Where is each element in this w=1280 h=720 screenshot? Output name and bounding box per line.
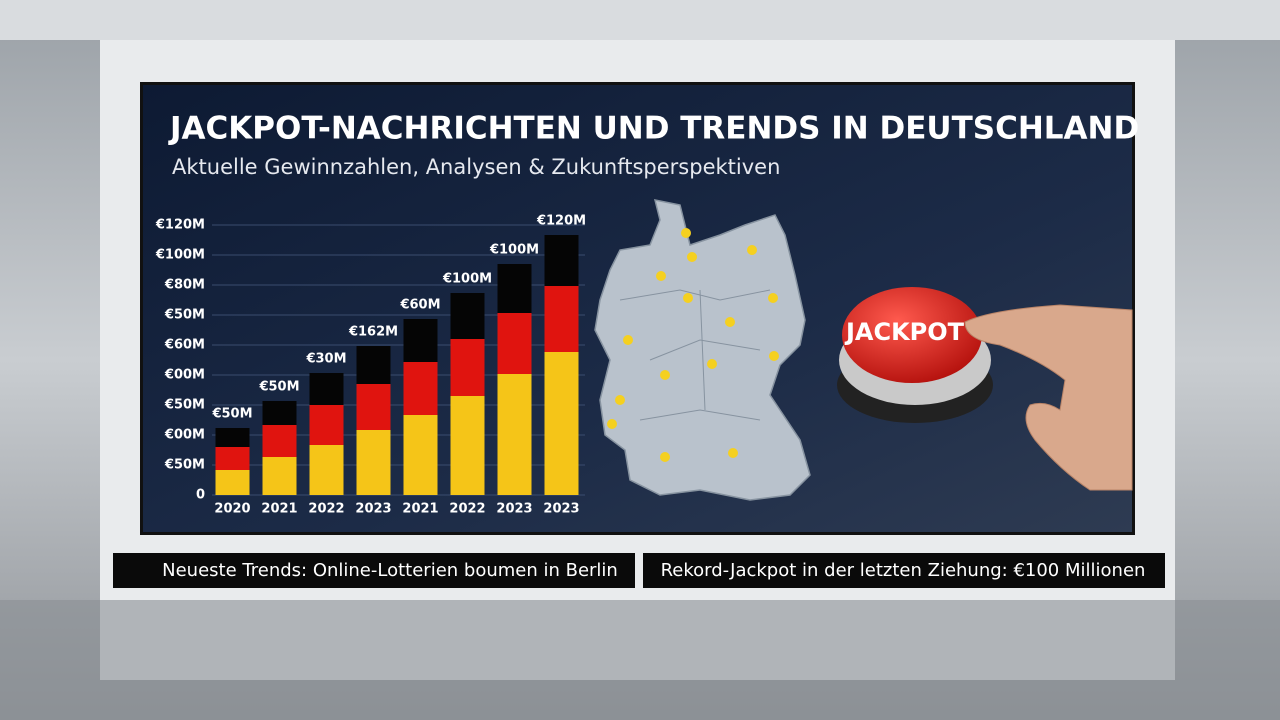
bar-segment — [403, 362, 438, 415]
ticker-text: Rekord-Jackpot in der letzten Ziehung: €… — [661, 560, 1146, 581]
bar-segment — [497, 374, 532, 495]
ticker-left — [113, 553, 635, 588]
bar-segment — [262, 425, 297, 457]
x-tick-label: 2021 — [261, 502, 297, 517]
button-label: JACKPOT — [844, 318, 965, 346]
bar-segment — [309, 405, 344, 445]
bar-segment — [262, 401, 297, 425]
bar-label: €162M — [348, 325, 398, 340]
y-tick-label: €00M — [164, 428, 205, 443]
bar-label: €120M — [536, 214, 586, 229]
bar-segment — [497, 313, 532, 374]
y-tick-label: €100M — [155, 248, 205, 263]
y-tick-label: €00M — [164, 368, 205, 383]
x-tick-label: 2023 — [543, 502, 579, 517]
hand — [964, 304, 1133, 491]
bar-label: €60M — [399, 298, 440, 313]
y-tick-label: €50M — [164, 308, 205, 323]
bar-segment — [544, 235, 579, 286]
bar-segment — [450, 339, 485, 396]
bar-segment — [450, 396, 485, 495]
x-tick-label: 2023 — [355, 502, 391, 517]
y-tick-label: €60M — [164, 338, 205, 353]
bar-label: €30M — [305, 352, 346, 367]
map-borders — [619, 289, 771, 421]
y-tick-label: €50M — [164, 458, 205, 473]
y-tick-label: €120M — [155, 218, 205, 233]
ticker-text: Neueste Trends: Online-Lotterien boumen … — [162, 560, 618, 581]
bar-segment — [544, 286, 579, 352]
bar-segment — [215, 470, 250, 495]
bar-segment — [262, 457, 297, 495]
bar-label: €100M — [489, 243, 539, 258]
x-tick-label: 2020 — [214, 502, 250, 517]
bar-label: €100M — [442, 272, 492, 287]
bar-segment — [356, 430, 391, 495]
bar-segment — [403, 319, 438, 362]
x-tick-label: 2021 — [402, 502, 438, 517]
x-tick-label: 2022 — [449, 502, 485, 517]
jackpot-button[interactable] — [842, 287, 982, 383]
bar-segment — [309, 445, 344, 495]
bar-segment — [356, 346, 391, 384]
bar-label: €50M — [258, 380, 299, 395]
bar-segment — [356, 384, 391, 430]
bar-label: €50M — [211, 407, 252, 422]
x-tick-label: 2023 — [496, 502, 532, 517]
bar-segment — [450, 293, 485, 339]
chart-title: JACKPOT-NACHRICHTEN UND TRENDS IN DEUTSC… — [168, 111, 1139, 147]
map-dots — [607, 228, 779, 462]
floor — [0, 600, 1280, 720]
y-tick-label: 0 — [196, 488, 205, 503]
bar-segment — [403, 415, 438, 495]
ticker-right — [643, 553, 1165, 588]
ceiling — [0, 0, 1280, 40]
bar-segment — [309, 373, 344, 405]
bar-segment — [215, 447, 250, 470]
chart-subtitle: Aktuelle Gewinnzahlen, Analysen & Zukunf… — [172, 155, 780, 179]
bar-segment — [215, 428, 250, 447]
y-tick-label: €50M — [164, 398, 205, 413]
bar-segment — [544, 352, 579, 495]
y-tick-label: €80M — [164, 278, 205, 293]
x-tick-label: 2022 — [308, 502, 344, 517]
bar-segment — [497, 264, 532, 313]
